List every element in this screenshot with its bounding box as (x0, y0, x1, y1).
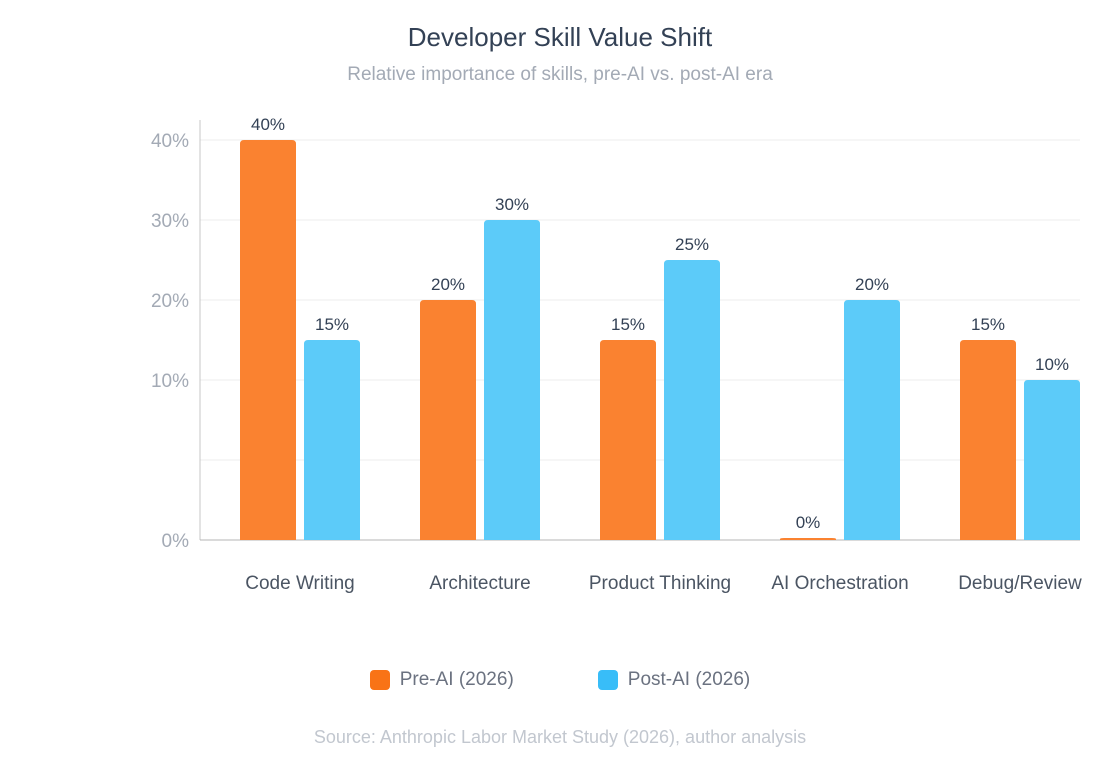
bar-pre-ai (780, 538, 836, 540)
bar-pre-ai (240, 140, 296, 540)
legend-swatch-post-ai (597, 670, 618, 690)
legend-swatch-pre-ai (369, 670, 390, 690)
x-tick-label: AI Orchestration (771, 573, 908, 594)
chart-subtitle: Relative importance of skills, pre-AI vs… (347, 64, 773, 85)
data-label: 20% (855, 275, 889, 294)
bar-post-ai (304, 340, 360, 540)
data-label: 15% (315, 315, 349, 334)
bar-post-ai (664, 260, 720, 540)
x-tick-label: Architecture (429, 573, 530, 594)
x-tick-label: Debug/Review (958, 573, 1082, 594)
data-label: 15% (611, 315, 645, 334)
y-tick-label: 20% (151, 291, 189, 312)
chart-title: Developer Skill Value Shift (407, 22, 713, 52)
data-label: 0% (796, 513, 821, 532)
source-note: Source: Anthropic Labor Market Study (20… (313, 727, 807, 747)
y-tick-label: 30% (151, 211, 189, 232)
bar-post-ai (1024, 380, 1080, 540)
data-label: 40% (251, 115, 285, 134)
bar-pre-ai (960, 340, 1016, 540)
legend-item-post-ai[interactable]: Post-AI (2026) (597, 669, 751, 691)
data-label: 30% (495, 195, 529, 214)
legend-label: Post-AI (2026) (627, 669, 751, 690)
legend: Pre-AI (2026) Post-AI (2026) (0, 669, 1120, 691)
legend-label: Pre-AI (2026) (399, 669, 514, 690)
bar-pre-ai (600, 340, 656, 540)
bar-pre-ai (420, 300, 476, 540)
x-tick-label: Product Thinking (589, 573, 731, 594)
x-tick-label: Code Writing (245, 573, 354, 594)
y-tick-label: 10% (151, 371, 189, 392)
bar-post-ai (844, 300, 900, 540)
y-tick-label: 40% (151, 131, 189, 152)
data-label: 10% (1035, 355, 1069, 374)
data-label: 15% (971, 315, 1005, 334)
data-label: 25% (675, 235, 709, 254)
data-label: 20% (431, 275, 465, 294)
legend-item-pre-ai[interactable]: Pre-AI (2026) (369, 669, 514, 691)
y-tick-label: 0% (162, 531, 190, 552)
bar-post-ai (484, 220, 540, 540)
